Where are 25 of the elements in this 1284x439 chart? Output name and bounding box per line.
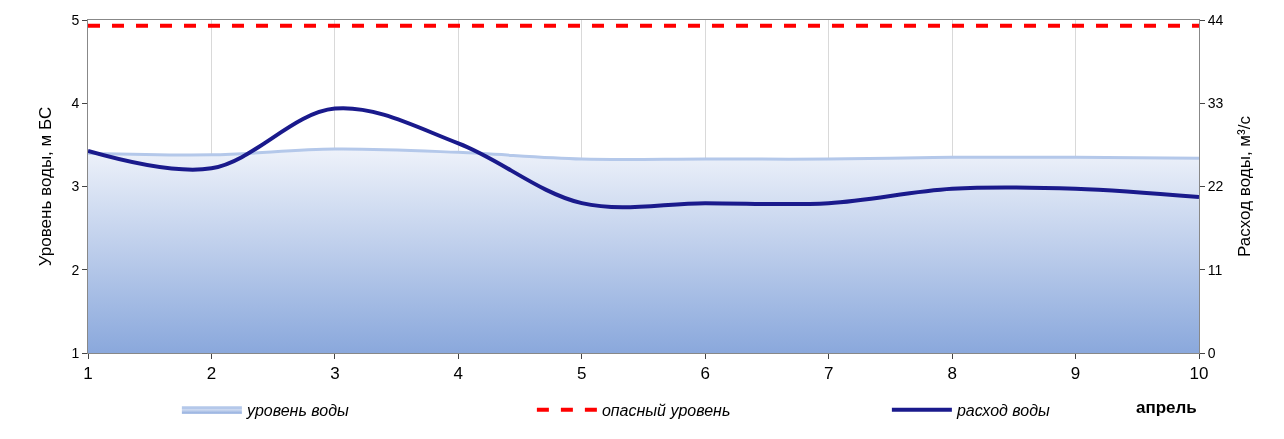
- x-tick-label: 6: [700, 364, 710, 384]
- x-tick-label: 3: [330, 364, 340, 384]
- x-tick-label: 8: [947, 364, 957, 384]
- y2-tick-label: 44: [1207, 11, 1224, 28]
- x-tick-label: 4: [453, 364, 464, 384]
- x-tick-label: 7: [823, 364, 834, 384]
- legend-label: опасный уровень: [601, 402, 731, 420]
- y-tick-label: 2: [71, 261, 80, 278]
- y2-axis-title: Расход воды, м³/с: [1234, 115, 1254, 257]
- x-axis-title: апрель: [1136, 398, 1197, 417]
- y-tick-label: 4: [71, 95, 80, 112]
- legend-label: уровень воды: [245, 402, 349, 420]
- y-axis-title: Уровень воды, м БС: [35, 106, 55, 267]
- y2-tick-label: 22: [1207, 178, 1224, 195]
- y-tick-label: 3: [71, 178, 80, 195]
- x-tick-label: 9: [1070, 364, 1081, 384]
- y2-tick-label: 0: [1207, 344, 1216, 361]
- y-tick-label: 1: [71, 344, 80, 361]
- legend-label: расход воды: [955, 402, 1051, 420]
- x-tick-label: 10: [1189, 364, 1209, 384]
- x-tick-label: 5: [577, 364, 587, 384]
- y-tick-label: 5: [71, 11, 80, 28]
- x-tick-label: 2: [206, 364, 217, 384]
- y2-tick-label: 11: [1207, 261, 1223, 278]
- y2-tick-label: 33: [1207, 95, 1224, 112]
